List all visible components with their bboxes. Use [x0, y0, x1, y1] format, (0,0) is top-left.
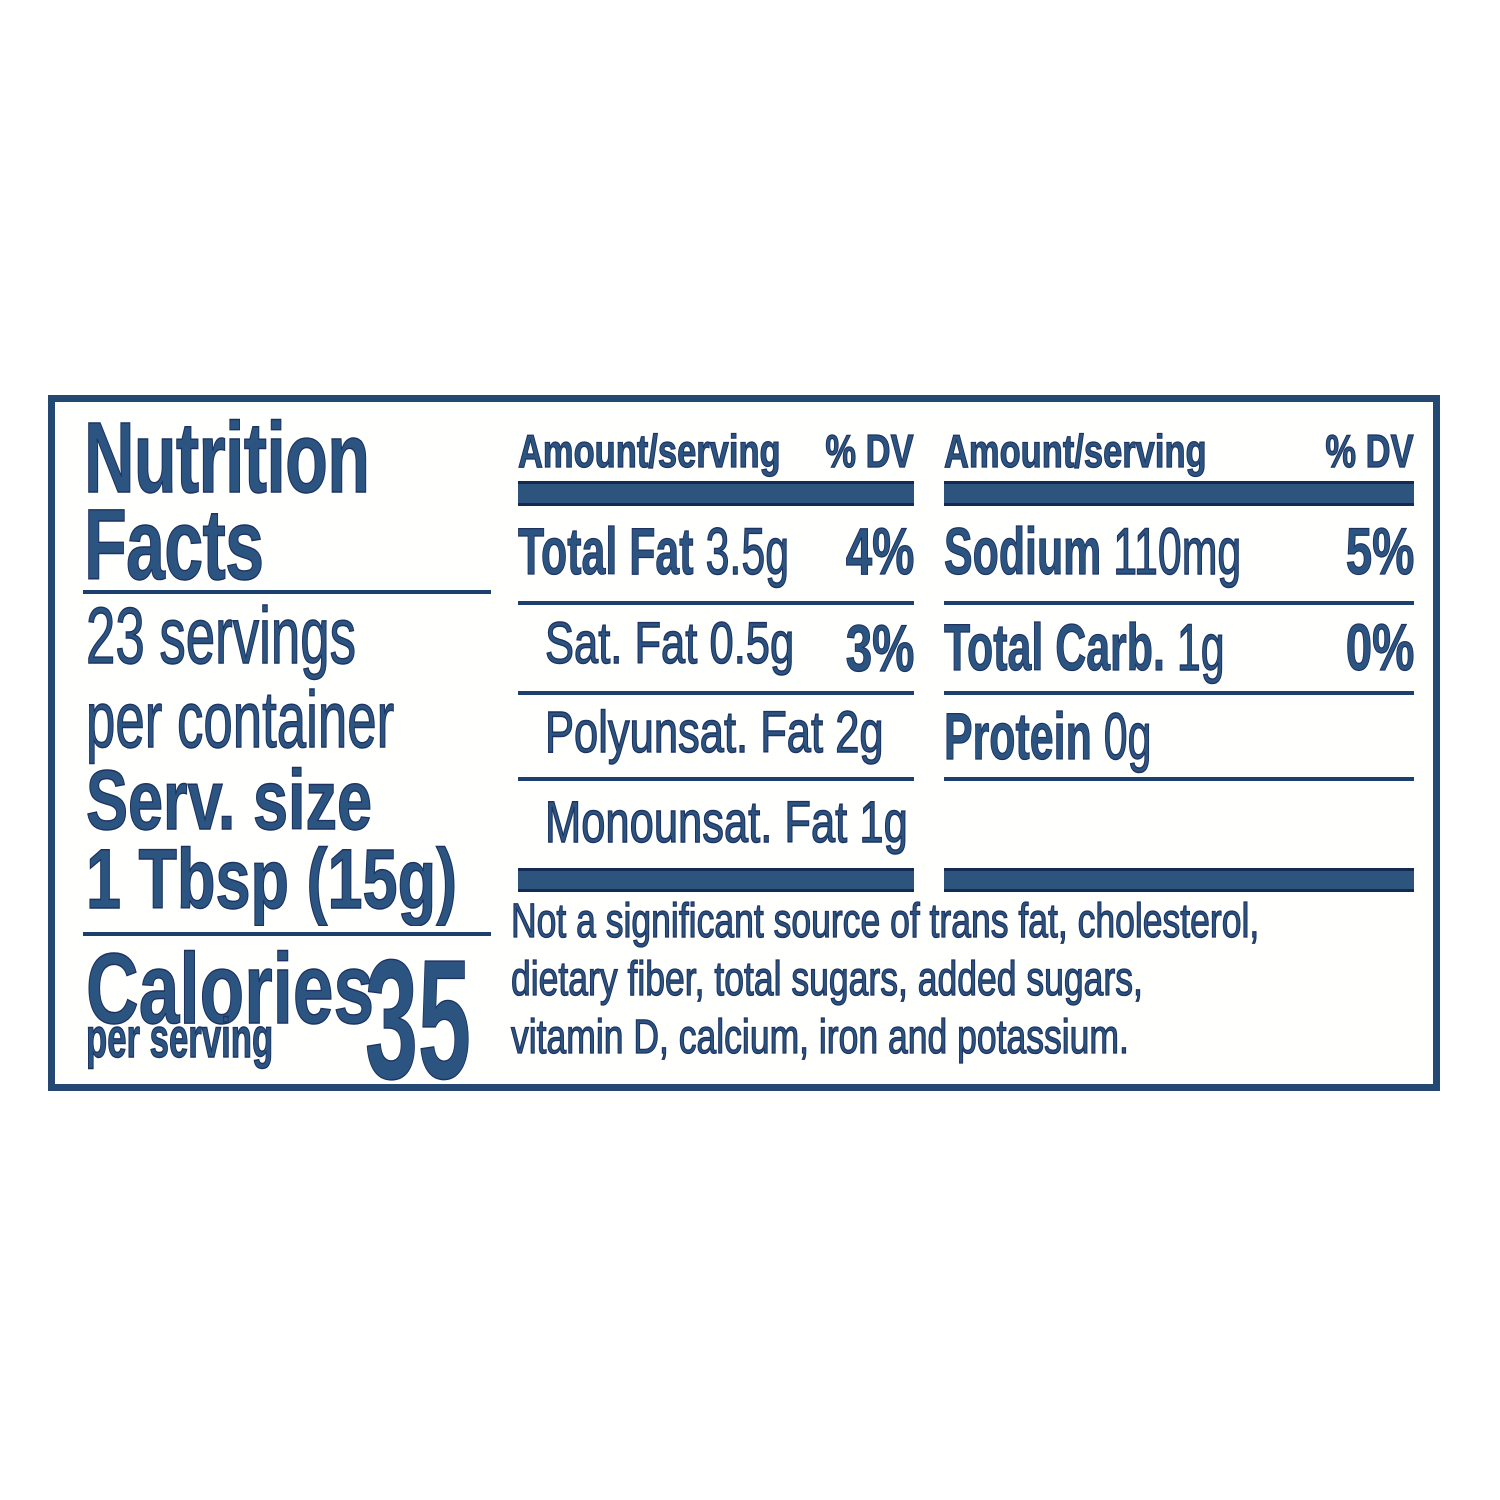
nutrient-column-1: Amount/serving % DV Total Fat 3.5g 4% Sat…	[518, 402, 914, 1084]
footnote: Not a significant source of trans fat, c…	[511, 893, 1414, 1067]
sodium-dv: 5%	[1345, 513, 1415, 588]
calories-value: 35	[365, 925, 472, 1115]
column1-divider-3	[518, 777, 914, 781]
serving-size-label: Serv. size	[85, 753, 373, 847]
column1-amount-per-serving-header: Amount/serving	[518, 424, 782, 477]
column1-bottom-bar	[518, 868, 914, 892]
column1-top-bar	[518, 481, 914, 506]
total-carb-dv: 0%	[1345, 609, 1415, 684]
column2-divider-2	[944, 691, 1414, 695]
footnote-line1: Not a significant source of trans fat, c…	[511, 894, 1260, 948]
total-fat-amount: 3.5g	[705, 513, 790, 588]
footnote-line3: vitamin D, calcium, iron and potassium.	[511, 1010, 1130, 1064]
column2-amount-per-serving-header: Amount/serving	[944, 424, 1208, 477]
column2-divider-1	[944, 601, 1414, 605]
nutrient-row-total-carb: Total Carb. 1g 0%	[944, 609, 1415, 684]
monounsat-fat-name: Monounsat. Fat	[544, 789, 848, 855]
panel-title-line1: Nutrition	[84, 402, 371, 514]
divider-under-title	[83, 590, 491, 594]
protein-amount: 0g	[1103, 698, 1152, 773]
divider-above-calories	[83, 932, 491, 936]
calories-sub-label: per serving	[86, 1006, 274, 1069]
nutrient-row-sat-fat: Sat. Fat 0.5g 3%	[518, 610, 914, 685]
total-fat-dv: 4%	[845, 513, 915, 588]
servings-line2: per container	[86, 675, 395, 764]
column1-divider-1	[518, 601, 914, 605]
total-fat-name: Total Fat	[518, 513, 694, 588]
panel-title-line2: Facts	[84, 489, 265, 601]
sat-fat-amount: 0.5g	[709, 610, 795, 676]
calories-label: Calories	[85, 933, 375, 1045]
polyunsat-fat-name: Polyunsat. Fat	[544, 699, 824, 765]
column1-header: Amount/serving % DV	[518, 424, 915, 477]
column1-percent-dv-header: % DV	[825, 424, 914, 477]
serving-size-value: 1 Tbsp (15g)	[85, 832, 458, 926]
sat-fat-dv: 3%	[845, 610, 915, 685]
total-carb-amount: 1g	[1176, 609, 1225, 684]
nutrient-row-sodium: Sodium 110mg 5%	[944, 513, 1415, 588]
sat-fat-name: Sat. Fat	[544, 610, 698, 676]
footnote-line2: dietary fiber, total sugars, added sugar…	[511, 952, 1144, 1006]
polyunsat-fat-amount: 2g	[835, 699, 884, 765]
serving-size: Serv. size 1 Tbsp (15g)	[85, 753, 458, 926]
column2-bottom-bar	[944, 868, 1414, 892]
sodium-name: Sodium	[944, 513, 1102, 588]
sodium-amount: 110mg	[1113, 513, 1242, 588]
nutrient-column-2: Amount/serving % DV Sodium 110mg 5% Total…	[944, 402, 1414, 1084]
nutrient-row-monounsat-fat: Monounsat. Fat 1g	[518, 789, 914, 861]
nutrition-facts-panel: Nutrition Facts 23 servings per containe…	[48, 395, 1440, 1106]
column1-divider-2	[518, 691, 914, 695]
column2-divider-3	[944, 777, 1414, 781]
column2-percent-dv-header: % DV	[1325, 424, 1414, 477]
panel-title: Nutrition Facts	[84, 402, 371, 601]
protein-name: Protein	[944, 698, 1093, 773]
monounsat-fat-amount: 1g	[859, 789, 908, 855]
column2-top-bar	[944, 481, 1414, 506]
servings-line1: 23 servings	[86, 591, 357, 680]
column2-header: Amount/serving % DV	[944, 424, 1415, 477]
servings-per-container: 23 servings per container	[86, 591, 395, 764]
nutrient-row-protein: Protein 0g	[944, 698, 1414, 773]
total-carb-name: Total Carb.	[944, 609, 1166, 684]
nutrient-row-total-fat: Total Fat 3.5g 4%	[518, 513, 915, 588]
nutrient-row-polyunsat-fat: Polyunsat. Fat 2g	[518, 699, 914, 771]
